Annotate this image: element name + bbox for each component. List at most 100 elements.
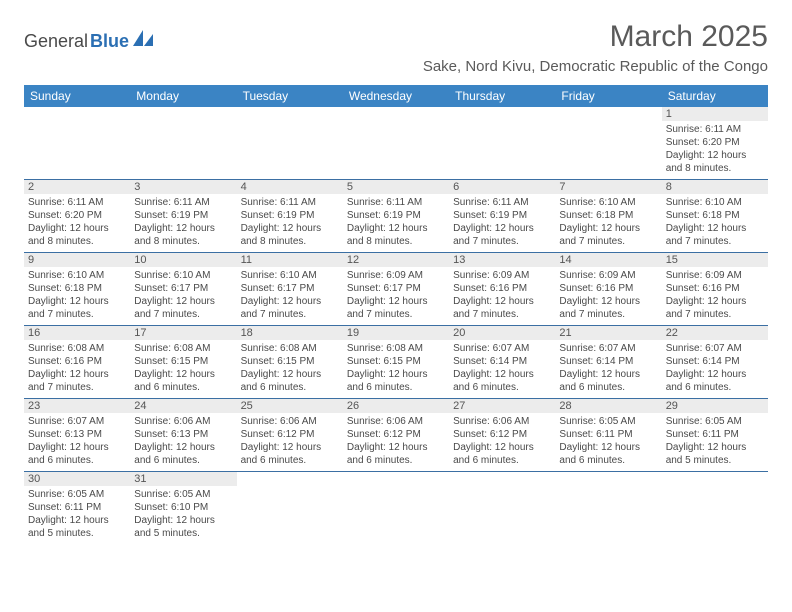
sunrise-text: Sunrise: 6:05 AM: [28, 488, 126, 501]
day-content-cell: Sunrise: 6:07 AMSunset: 6:14 PMDaylight:…: [555, 340, 661, 399]
sunset-text: Sunset: 6:10 PM: [134, 501, 232, 514]
day-content-cell: Sunrise: 6:08 AMSunset: 6:15 PMDaylight:…: [237, 340, 343, 399]
sunrise-text: Sunrise: 6:09 AM: [347, 269, 445, 282]
day-content-cell: Sunrise: 6:11 AMSunset: 6:20 PMDaylight:…: [662, 121, 768, 180]
sunrise-text: Sunrise: 6:07 AM: [666, 342, 764, 355]
location-subtitle: Sake, Nord Kivu, Democratic Republic of …: [423, 58, 768, 75]
day-number-cell: 19: [343, 326, 449, 341]
day-number-cell: 25: [237, 399, 343, 414]
daylight-text: Daylight: 12 hours and 6 minutes.: [347, 368, 445, 394]
sunset-text: Sunset: 6:11 PM: [666, 428, 764, 441]
sunrise-text: Sunrise: 6:09 AM: [666, 269, 764, 282]
day-content-cell: Sunrise: 6:06 AMSunset: 6:13 PMDaylight:…: [130, 413, 236, 472]
day-content-cell: Sunrise: 6:11 AMSunset: 6:19 PMDaylight:…: [343, 194, 449, 253]
day-content-cell: Sunrise: 6:06 AMSunset: 6:12 PMDaylight:…: [237, 413, 343, 472]
daylight-text: Daylight: 12 hours and 8 minutes.: [134, 222, 232, 248]
day-content-cell: Sunrise: 6:10 AMSunset: 6:18 PMDaylight:…: [662, 194, 768, 253]
daylight-text: Daylight: 12 hours and 6 minutes.: [134, 441, 232, 467]
daylight-text: Daylight: 12 hours and 5 minutes.: [28, 514, 126, 540]
sunrise-text: Sunrise: 6:08 AM: [347, 342, 445, 355]
sunrise-text: Sunrise: 6:06 AM: [134, 415, 232, 428]
sunset-text: Sunset: 6:16 PM: [666, 282, 764, 295]
day-content-cell: Sunrise: 6:05 AMSunset: 6:11 PMDaylight:…: [662, 413, 768, 472]
sunrise-text: Sunrise: 6:05 AM: [134, 488, 232, 501]
day-content-cell: Sunrise: 6:09 AMSunset: 6:16 PMDaylight:…: [555, 267, 661, 326]
dayhead-thursday: Thursday: [449, 85, 555, 107]
sunrise-text: Sunrise: 6:10 AM: [28, 269, 126, 282]
day-content-cell: Sunrise: 6:07 AMSunset: 6:14 PMDaylight:…: [449, 340, 555, 399]
sunrise-text: Sunrise: 6:07 AM: [453, 342, 551, 355]
day-content-cell: Sunrise: 6:07 AMSunset: 6:13 PMDaylight:…: [24, 413, 130, 472]
day-number-cell: 30: [24, 472, 130, 487]
day-content-cell: [130, 121, 236, 180]
sunset-text: Sunset: 6:19 PM: [453, 209, 551, 222]
day-number-cell: 2: [24, 180, 130, 195]
day-number-cell: [343, 472, 449, 487]
day-number-cell: 23: [24, 399, 130, 414]
week-daynum-row: 9101112131415: [24, 253, 768, 268]
sunset-text: Sunset: 6:16 PM: [453, 282, 551, 295]
daylight-text: Daylight: 12 hours and 5 minutes.: [666, 441, 764, 467]
sunrise-text: Sunrise: 6:05 AM: [666, 415, 764, 428]
sunset-text: Sunset: 6:11 PM: [559, 428, 657, 441]
day-number-cell: 6: [449, 180, 555, 195]
week-content-row: Sunrise: 6:11 AMSunset: 6:20 PMDaylight:…: [24, 121, 768, 180]
day-number-cell: [555, 472, 661, 487]
daylight-text: Daylight: 12 hours and 6 minutes.: [453, 441, 551, 467]
sunrise-text: Sunrise: 6:10 AM: [666, 196, 764, 209]
sunset-text: Sunset: 6:16 PM: [559, 282, 657, 295]
sunset-text: Sunset: 6:16 PM: [28, 355, 126, 368]
day-content-cell: Sunrise: 6:09 AMSunset: 6:16 PMDaylight:…: [449, 267, 555, 326]
day-number-cell: 11: [237, 253, 343, 268]
sunset-text: Sunset: 6:12 PM: [241, 428, 339, 441]
week-daynum-row: 2345678: [24, 180, 768, 195]
sunrise-text: Sunrise: 6:05 AM: [559, 415, 657, 428]
day-number-cell: 5: [343, 180, 449, 195]
day-content-cell: [343, 486, 449, 544]
sunset-text: Sunset: 6:18 PM: [559, 209, 657, 222]
sunrise-text: Sunrise: 6:11 AM: [28, 196, 126, 209]
day-content-cell: Sunrise: 6:08 AMSunset: 6:16 PMDaylight:…: [24, 340, 130, 399]
sunset-text: Sunset: 6:15 PM: [241, 355, 339, 368]
header: General Blue March 2025 Sake, Nord Kivu,…: [24, 20, 768, 75]
sunset-text: Sunset: 6:20 PM: [28, 209, 126, 222]
sunrise-text: Sunrise: 6:10 AM: [134, 269, 232, 282]
day-content-cell: Sunrise: 6:11 AMSunset: 6:19 PMDaylight:…: [237, 194, 343, 253]
day-number-cell: 9: [24, 253, 130, 268]
day-content-cell: Sunrise: 6:08 AMSunset: 6:15 PMDaylight:…: [130, 340, 236, 399]
day-content-cell: Sunrise: 6:07 AMSunset: 6:14 PMDaylight:…: [662, 340, 768, 399]
day-number-cell: 26: [343, 399, 449, 414]
week-content-row: Sunrise: 6:05 AMSunset: 6:11 PMDaylight:…: [24, 486, 768, 544]
day-number-cell: [237, 107, 343, 121]
day-content-cell: [24, 121, 130, 180]
day-content-cell: Sunrise: 6:11 AMSunset: 6:20 PMDaylight:…: [24, 194, 130, 253]
daylight-text: Daylight: 12 hours and 7 minutes.: [666, 222, 764, 248]
day-number-cell: [24, 107, 130, 121]
sunset-text: Sunset: 6:13 PM: [28, 428, 126, 441]
daylight-text: Daylight: 12 hours and 7 minutes.: [559, 295, 657, 321]
day-number-cell: 3: [130, 180, 236, 195]
sunrise-text: Sunrise: 6:07 AM: [559, 342, 657, 355]
day-content-cell: [449, 486, 555, 544]
day-content-cell: [237, 486, 343, 544]
day-content-cell: Sunrise: 6:05 AMSunset: 6:11 PMDaylight:…: [555, 413, 661, 472]
sunrise-text: Sunrise: 6:07 AM: [28, 415, 126, 428]
day-number-cell: [449, 107, 555, 121]
day-number-cell: 12: [343, 253, 449, 268]
sunset-text: Sunset: 6:15 PM: [134, 355, 232, 368]
day-content-cell: Sunrise: 6:10 AMSunset: 6:17 PMDaylight:…: [130, 267, 236, 326]
month-title: March 2025: [423, 20, 768, 54]
day-content-cell: Sunrise: 6:10 AMSunset: 6:18 PMDaylight:…: [24, 267, 130, 326]
daylight-text: Daylight: 12 hours and 7 minutes.: [666, 295, 764, 321]
calendar-table: Sunday Monday Tuesday Wednesday Thursday…: [24, 85, 768, 544]
day-number-cell: 29: [662, 399, 768, 414]
daylight-text: Daylight: 12 hours and 6 minutes.: [241, 368, 339, 394]
day-number-cell: [343, 107, 449, 121]
sunrise-text: Sunrise: 6:06 AM: [241, 415, 339, 428]
day-number-cell: 14: [555, 253, 661, 268]
day-number-cell: 4: [237, 180, 343, 195]
daylight-text: Daylight: 12 hours and 7 minutes.: [28, 295, 126, 321]
sunset-text: Sunset: 6:19 PM: [347, 209, 445, 222]
logo-sail-icon: [133, 30, 155, 53]
sunset-text: Sunset: 6:14 PM: [453, 355, 551, 368]
